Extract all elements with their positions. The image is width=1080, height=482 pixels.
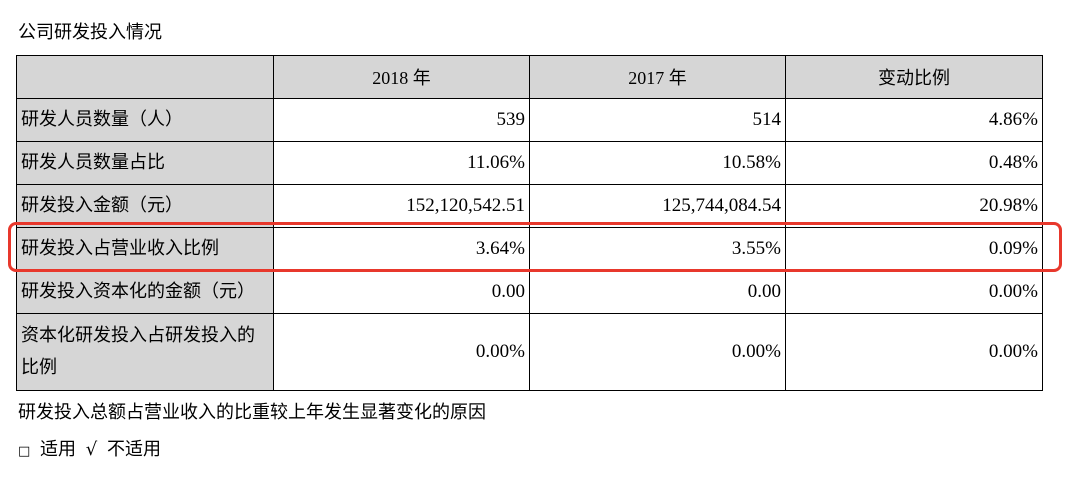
table-header-row: 2018 年 2017 年 变动比例	[16, 55, 1043, 99]
cell-2018: 11.06%	[273, 141, 530, 185]
cell-2017: 3.55%	[529, 227, 786, 271]
table-row: 研发人员数量占比 11.06% 10.58% 0.48%	[16, 141, 1043, 185]
header-cell-change: 变动比例	[785, 55, 1043, 99]
cell-2017: 125,744,084.54	[529, 184, 786, 228]
cell-change: 0.48%	[785, 141, 1043, 185]
header-cell-corner	[16, 55, 274, 99]
cell-2018: 0.00	[273, 270, 530, 314]
cell-2018: 539	[273, 98, 530, 142]
rd-investment-table: 2018 年 2017 年 变动比例 研发人员数量（人） 539 514 4.8…	[16, 55, 1043, 391]
cell-2018: 152,120,542.51	[273, 184, 530, 228]
cell-2017: 10.58%	[529, 141, 786, 185]
empty-checkbox-icon: □	[18, 444, 31, 459]
header-cell-2018: 2018 年	[273, 55, 530, 99]
row-label: 研发投入占营业收入比例	[16, 227, 274, 271]
row-label: 资本化研发投入占研发投入的比例	[16, 313, 274, 391]
row-label: 研发投入金额（元）	[16, 184, 274, 228]
row-label: 研发人员数量占比	[16, 141, 274, 185]
cell-2018: 0.00%	[273, 313, 530, 391]
applicable-label: 适用	[40, 439, 77, 460]
cell-change: 4.86%	[785, 98, 1043, 142]
cell-2017: 514	[529, 98, 786, 142]
cell-change: 0.09%	[785, 227, 1043, 271]
cell-2017: 0.00%	[529, 313, 786, 391]
table-row: 研发投入资本化的金额（元） 0.00 0.00 0.00%	[16, 270, 1043, 314]
header-cell-2017: 2017 年	[529, 55, 786, 99]
table-row: 研发人员数量（人） 539 514 4.86%	[16, 98, 1043, 142]
cell-change: 0.00%	[785, 313, 1043, 391]
change-reason-note: 研发投入总额占营业收入的比重较上年发生显著变化的原因	[18, 402, 486, 423]
table-row: 研发投入金额（元） 152,120,542.51 125,744,084.54 …	[16, 184, 1043, 228]
cell-change: 0.00%	[785, 270, 1043, 314]
table-row-highlighted: 研发投入占营业收入比例 3.64% 3.55% 0.09%	[16, 227, 1043, 271]
check-mark-icon: √	[85, 439, 98, 460]
not-applicable-label: 不适用	[106, 439, 161, 460]
applicability-options: □ 适用 √ 不适用	[18, 437, 165, 465]
cell-change: 20.98%	[785, 184, 1043, 228]
table-row: 资本化研发投入占研发投入的比例 0.00% 0.00% 0.00%	[16, 313, 1043, 391]
cell-2017: 0.00	[529, 270, 786, 314]
cell-2018: 3.64%	[273, 227, 530, 271]
row-label: 研发人员数量（人）	[16, 98, 274, 142]
section-title: 公司研发投入情况	[18, 22, 162, 43]
row-label: 研发投入资本化的金额（元）	[16, 270, 274, 314]
